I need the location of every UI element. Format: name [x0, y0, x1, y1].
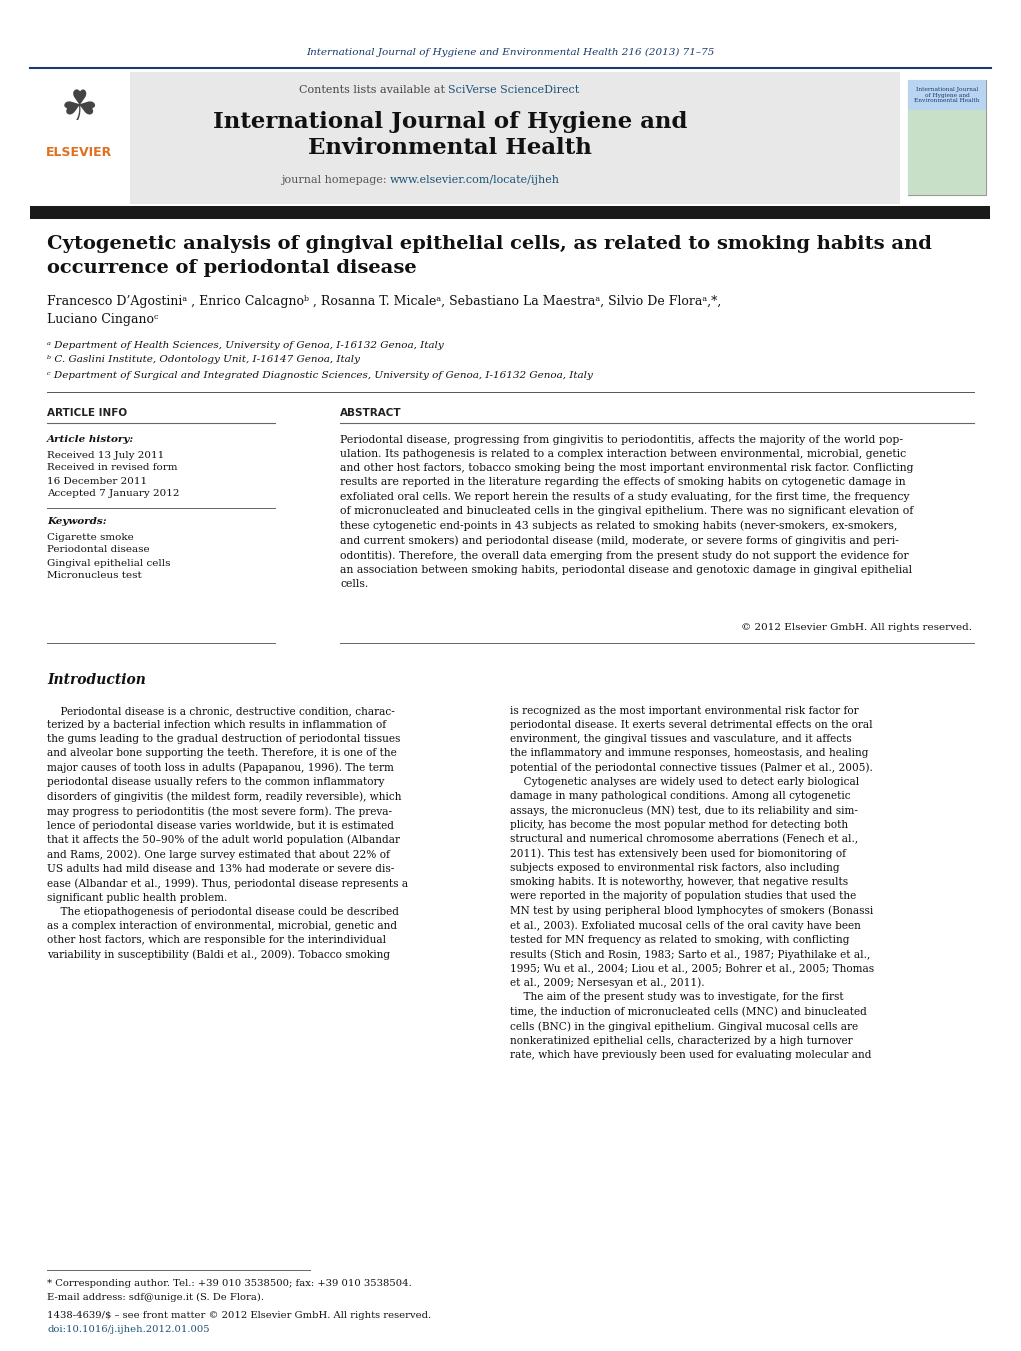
Text: occurrence of periodontal disease: occurrence of periodontal disease	[47, 259, 417, 277]
Text: ᵇ C. Gaslini Institute, Odontology Unit, I-16147 Genoa, Italy: ᵇ C. Gaslini Institute, Odontology Unit,…	[47, 355, 360, 365]
Text: Periodontal disease is a chronic, destructive condition, charac-
terized by a ba: Periodontal disease is a chronic, destru…	[47, 707, 408, 961]
Text: Luciano Cinganoᶜ: Luciano Cinganoᶜ	[47, 313, 158, 327]
Text: ABSTRACT: ABSTRACT	[340, 408, 401, 417]
Text: ᵃ Department of Health Sciences, University of Genoa, I-16132 Genoa, Italy: ᵃ Department of Health Sciences, Univers…	[47, 340, 444, 350]
Text: Environmental Health: Environmental Health	[308, 136, 592, 159]
Text: International Journal of Hygiene and: International Journal of Hygiene and	[212, 111, 687, 132]
Text: Introduction: Introduction	[47, 673, 146, 688]
Text: 1438-4639/$ – see front matter © 2012 Elsevier GmbH. All rights reserved.: 1438-4639/$ – see front matter © 2012 El…	[47, 1310, 431, 1320]
Text: Accepted 7 January 2012: Accepted 7 January 2012	[47, 489, 180, 499]
Text: ᶜ Department of Surgical and Integrated Diagnostic Sciences, University of Genoa: ᶜ Department of Surgical and Integrated …	[47, 370, 593, 380]
Text: Gingival epithelial cells: Gingival epithelial cells	[47, 558, 171, 567]
Text: Periodontal disease, progressing from gingivitis to periodontitis, affects the m: Periodontal disease, progressing from gi…	[340, 435, 914, 589]
Text: International Journal
of Hygiene and
Environmental Health: International Journal of Hygiene and Env…	[914, 86, 980, 103]
Text: journal homepage:: journal homepage:	[281, 176, 390, 185]
Text: ELSEVIER: ELSEVIER	[46, 146, 112, 158]
Text: Contents lists available at: Contents lists available at	[298, 85, 448, 95]
Text: © 2012 Elsevier GmbH. All rights reserved.: © 2012 Elsevier GmbH. All rights reserve…	[741, 624, 972, 632]
Text: Received 13 July 2011: Received 13 July 2011	[47, 450, 164, 459]
Text: doi:10.1016/j.ijheh.2012.01.005: doi:10.1016/j.ijheh.2012.01.005	[47, 1324, 209, 1333]
Text: www.elsevier.com/locate/ijheh: www.elsevier.com/locate/ijheh	[390, 176, 560, 185]
Bar	[908, 80, 986, 109]
Text: Received in revised form: Received in revised form	[47, 463, 178, 473]
Text: Cytogenetic analysis of gingival epithelial cells, as related to smoking habits : Cytogenetic analysis of gingival epithel…	[47, 235, 932, 253]
Text: Periodontal disease: Periodontal disease	[47, 546, 150, 554]
Text: International Journal of Hygiene and Environmental Health 216 (2013) 71–75: International Journal of Hygiene and Env…	[306, 47, 714, 57]
Text: Keywords:: Keywords:	[47, 517, 106, 527]
Text: ☘: ☘	[60, 86, 98, 128]
Text: Micronucleus test: Micronucleus test	[47, 571, 142, 581]
Bar	[30, 72, 900, 204]
Bar	[908, 109, 986, 195]
Text: is recognized as the most important environmental risk factor for
periodontal di: is recognized as the most important envi…	[510, 707, 874, 1059]
Bar	[908, 80, 986, 195]
Text: SciVerse ScienceDirect: SciVerse ScienceDirect	[448, 85, 579, 95]
Text: ARTICLE INFO: ARTICLE INFO	[47, 408, 128, 417]
Text: * Corresponding author. Tel.: +39 010 3538500; fax: +39 010 3538504.: * Corresponding author. Tel.: +39 010 35…	[47, 1278, 411, 1288]
Bar	[30, 205, 990, 219]
Text: Francesco D’Agostiniᵃ , Enrico Calcagnoᵇ , Rosanna T. Micaleᵃ, Sebastiano La Mae: Francesco D’Agostiniᵃ , Enrico Calcagnoᵇ…	[47, 296, 721, 308]
Bar	[30, 72, 130, 204]
Text: Article history:: Article history:	[47, 435, 134, 444]
Text: Cigarette smoke: Cigarette smoke	[47, 532, 134, 542]
Text: E-mail address: sdf@unige.it (S. De Flora).: E-mail address: sdf@unige.it (S. De Flor…	[47, 1293, 264, 1301]
Text: 16 December 2011: 16 December 2011	[47, 477, 147, 485]
